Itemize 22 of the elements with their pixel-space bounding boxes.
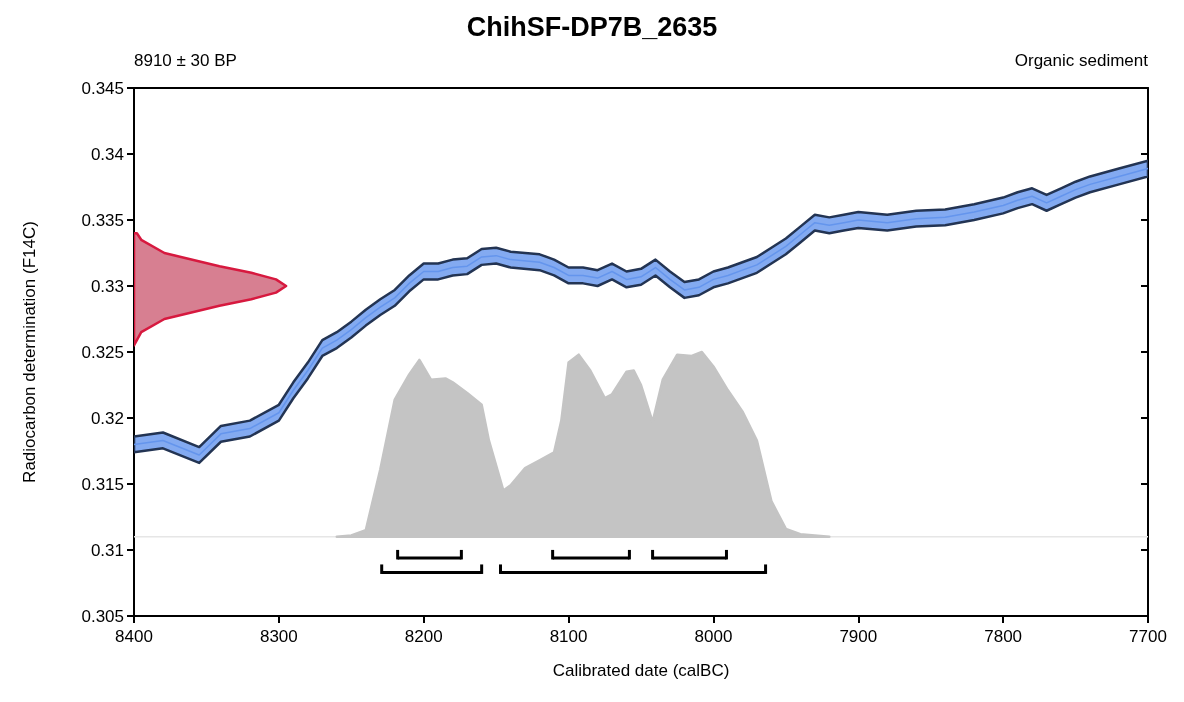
x-tick-label: 8100 [549,627,588,646]
y-axis-title: Radiocarbon determination (F14C) [20,221,39,483]
y-tick-label: 0.32 [90,408,124,428]
x-tick-label: 8400 [115,627,153,646]
chart-title: ChihSF-DP7B_2635 [466,11,718,42]
y-tick-label: 0.315 [81,474,124,494]
x-axis-title: Calibrated date (calBC) [552,661,730,680]
x-tick-label: 7800 [984,627,1023,646]
y-tick-label: 0.31 [90,540,124,560]
y-tick-label: 0.345 [81,78,124,98]
text: 8910 ± 30 BP [134,51,237,70]
x-tick-label: 8300 [259,627,298,646]
y-tick-label: 0.33 [90,276,124,296]
y-tick-label: 0.325 [81,342,124,362]
y-tick-label: 0.34 [90,144,124,164]
y-tick-label: 0.305 [81,606,124,626]
x-tick-label: 7900 [839,627,878,646]
x-tick-label: 7700 [1129,627,1167,646]
text: Organic sediment [1014,51,1149,70]
x-tick-label: 8200 [404,627,443,646]
y-tick-label: 0.335 [81,210,124,230]
x-tick-label: 8000 [694,627,733,646]
